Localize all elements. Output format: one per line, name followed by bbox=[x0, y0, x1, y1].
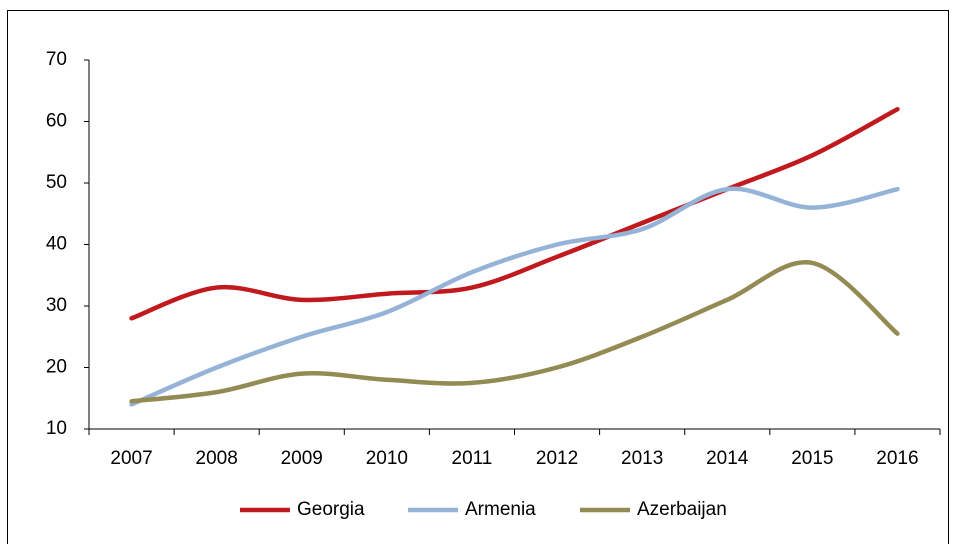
legend-label: Armenia bbox=[465, 499, 536, 520]
legend-label: Georgia bbox=[297, 499, 365, 520]
x-tick-label: 2007 bbox=[110, 448, 152, 469]
line-series bbox=[129, 260, 900, 404]
y-tick-label: 50 bbox=[46, 172, 67, 193]
line-series bbox=[129, 106, 900, 321]
x-tick-label: 2014 bbox=[706, 448, 749, 469]
y-tick-label: 70 bbox=[46, 49, 67, 70]
y-tick-label: 20 bbox=[46, 357, 67, 378]
x-tick-label: 2011 bbox=[452, 448, 493, 469]
x-tick-label: 2009 bbox=[281, 448, 323, 469]
y-tick-label: 60 bbox=[46, 111, 67, 132]
x-tick-label: 2016 bbox=[876, 448, 918, 469]
x-tick-label: 2013 bbox=[621, 448, 663, 469]
x-tick-label: 2010 bbox=[366, 448, 408, 469]
x-tick-label: 2012 bbox=[536, 448, 578, 469]
legend-label: Azerbaijan bbox=[637, 499, 727, 520]
y-tick-label: 40 bbox=[46, 234, 67, 255]
x-tick-label: 2008 bbox=[196, 448, 238, 469]
y-tick-label: 10 bbox=[46, 418, 67, 439]
y-tick-label: 30 bbox=[46, 295, 67, 316]
line-series bbox=[129, 186, 900, 407]
x-tick-label: 2015 bbox=[791, 448, 833, 469]
chart-frame bbox=[7, 10, 949, 544]
